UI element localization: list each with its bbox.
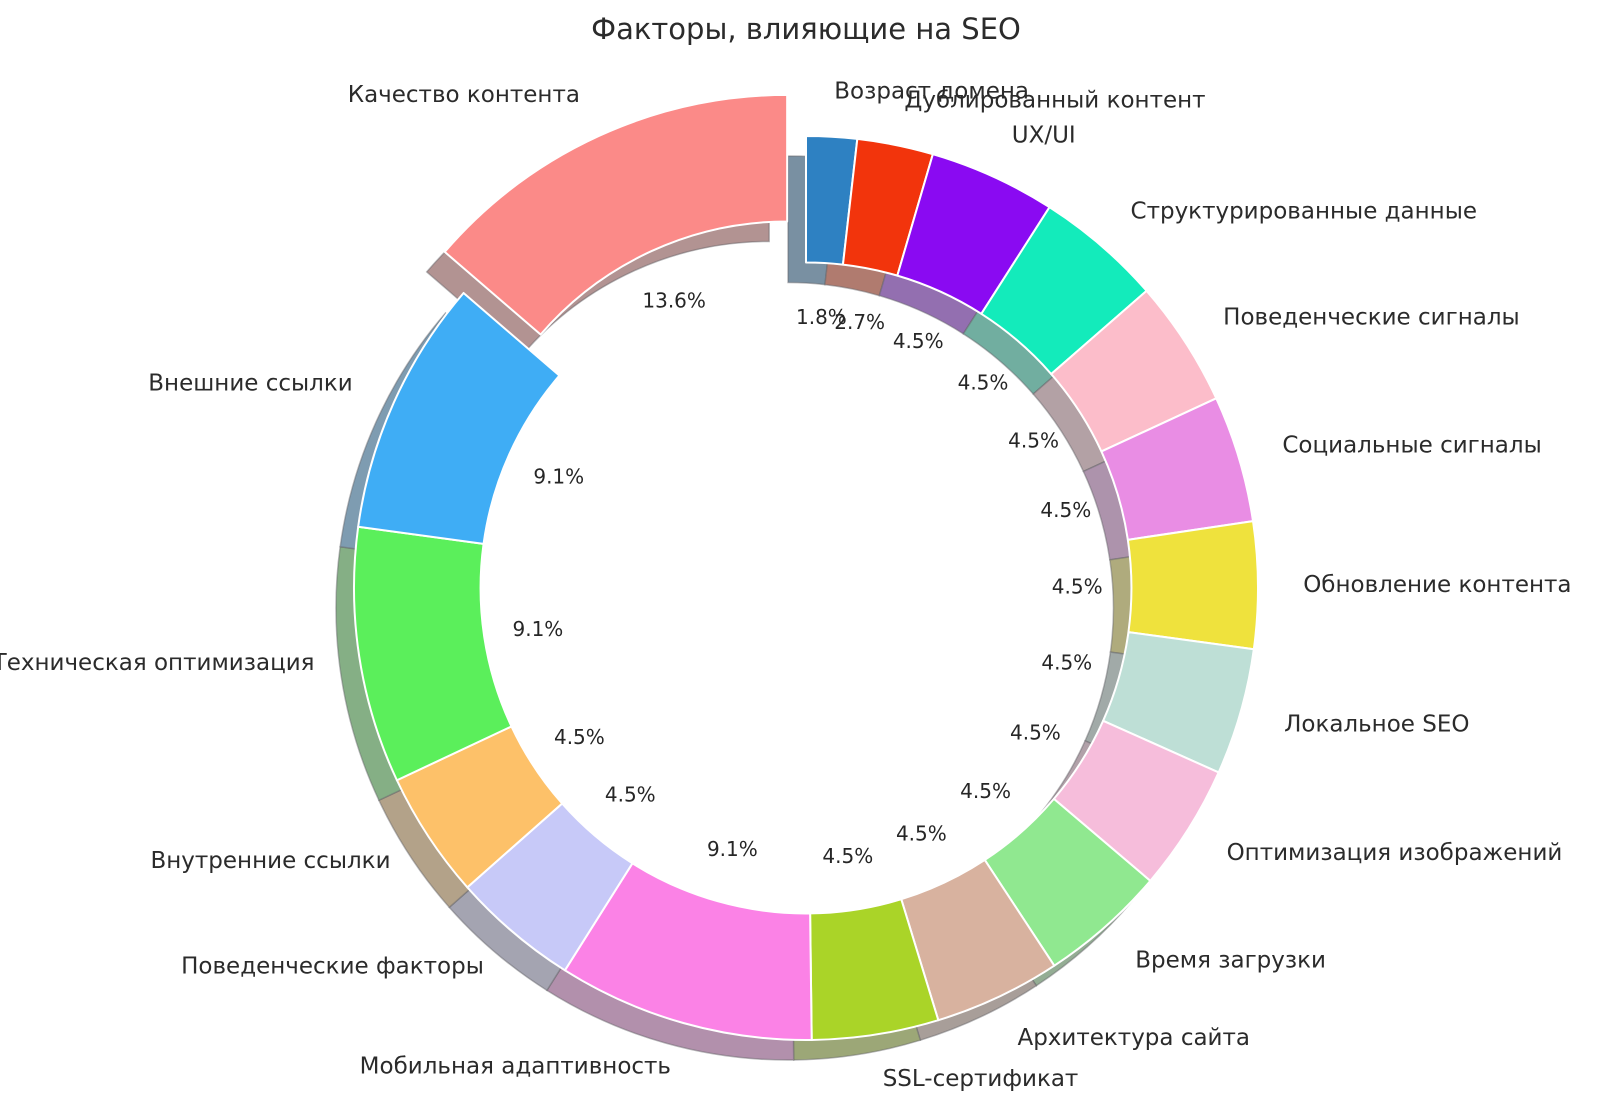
slice-pct-14: 4.5% (554, 725, 605, 749)
slice-label-0: Возраст домена (834, 79, 1029, 105)
slice-pct-6: 4.5% (1052, 574, 1103, 598)
pie-slice-17 (443, 93, 789, 336)
slice-pct-11: 4.5% (822, 844, 873, 868)
slice-label-16: Внешние ссылки (148, 371, 352, 397)
slice-label-8: Оптимизация изображений (1227, 840, 1563, 866)
wedge-layer (353, 93, 1259, 1041)
slice-pct-5: 4.5% (1040, 498, 1091, 522)
pie-slice-16 (357, 291, 561, 545)
slice-label-1: Дублированный контент (904, 88, 1205, 114)
slice-label-12: Мобильная адаптивность (360, 1054, 671, 1080)
slice-pct-3: 4.5% (958, 371, 1009, 395)
slice-pct-15: 9.1% (513, 617, 564, 641)
slice-label-17: Качество контента (348, 82, 580, 108)
slice-pct-16: 9.1% (533, 465, 584, 489)
slice-label-2: UX/UI (1012, 122, 1076, 148)
slice-label-11: SSL-сертификат (883, 1066, 1079, 1092)
slice-pct-2: 4.5% (893, 329, 944, 353)
slice-label-10: Архитектура сайта (1017, 1025, 1250, 1051)
slice-pct-13: 4.5% (605, 783, 656, 807)
slice-pct-12: 9.1% (707, 837, 758, 861)
slice-label-6: Обновление контента (1303, 572, 1571, 598)
slice-label-7: Локальное SEO (1284, 712, 1469, 738)
slice-pct-8: 4.5% (1010, 721, 1061, 745)
slice-pct-4: 4.5% (1008, 428, 1059, 452)
slice-label-3: Структурированные данные (1131, 198, 1478, 224)
pie-slice-6 (1126, 520, 1259, 651)
slice-label-13: Поведенческие факторы (181, 954, 484, 980)
slice-label-5: Социальные сигналы (1282, 432, 1541, 458)
slice-pct-0: 1.8% (796, 305, 847, 329)
text-layer: 1.8% Возраст домена 2.7% Дублированный конт… (0, 79, 1572, 1093)
slice-label-15: Техническая оптимизация (0, 650, 315, 676)
slice-pct-17: 13.6% (642, 288, 706, 312)
slice-label-4: Поведенческие сигналы (1223, 305, 1520, 331)
chart-title: Факторы, влияющие на SEO (591, 12, 1021, 46)
slice-pct-9: 4.5% (960, 779, 1011, 803)
slice-label-14: Внутренние ссылки (150, 848, 390, 874)
slice-label-9: Время загрузки (1135, 948, 1326, 974)
slice-pct-10: 4.5% (896, 821, 947, 845)
slice-pct-1: 2.7% (834, 310, 885, 334)
slice-pct-7: 4.5% (1041, 650, 1092, 674)
